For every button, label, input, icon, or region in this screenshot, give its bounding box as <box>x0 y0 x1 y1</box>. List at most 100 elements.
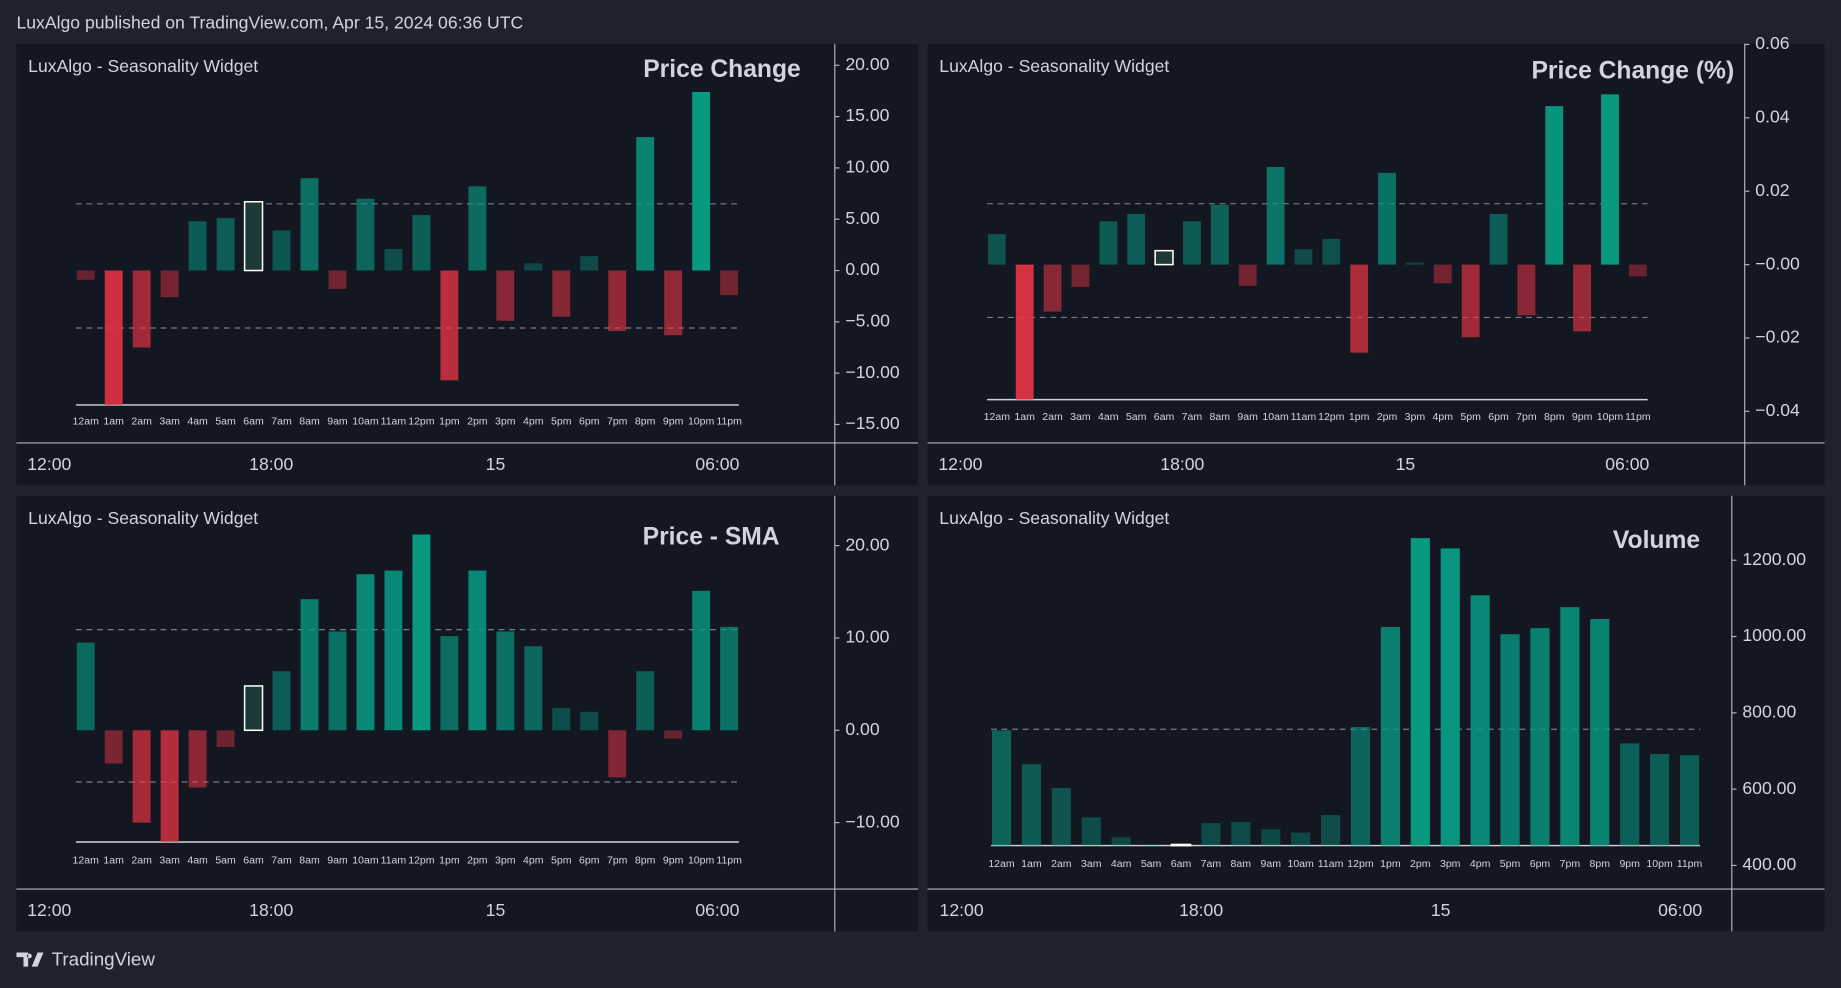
hour-label: 9pm <box>663 416 684 428</box>
bar <box>1530 628 1550 846</box>
hour-label: 8pm <box>635 855 656 867</box>
hour-label: 1am <box>1014 411 1035 423</box>
bar <box>243 201 264 272</box>
hour-label: 9am <box>327 855 348 867</box>
hour-label: 4am <box>1111 858 1132 870</box>
hour-label: 10pm <box>688 855 715 867</box>
hour-label: 7pm <box>1560 858 1581 870</box>
bar <box>468 570 487 731</box>
hour-label: 5am <box>1126 411 1147 423</box>
bar <box>552 708 571 731</box>
bar <box>1071 264 1090 287</box>
bar <box>132 730 151 823</box>
y-tick-label: 0.00 <box>845 259 879 279</box>
y-tick-label: 5.00 <box>845 208 879 228</box>
time-label: 06:00 <box>695 454 739 474</box>
chart-title: Price Change (%) <box>1532 57 1735 84</box>
panel-background <box>927 495 1825 932</box>
bar <box>1015 264 1034 400</box>
time-label: 15 <box>486 900 506 920</box>
bar <box>1350 726 1371 846</box>
bar <box>1560 607 1580 846</box>
y-tick-label: 0.00 <box>845 719 879 739</box>
bar <box>1231 821 1251 846</box>
hour-label: 7am <box>271 855 292 867</box>
hour-label: 3am <box>159 416 180 428</box>
bar <box>160 270 179 298</box>
time-label: 06:00 <box>1605 454 1649 474</box>
hour-label: 8pm <box>1544 411 1565 423</box>
bar <box>580 711 599 731</box>
widget-title: LuxAlgo - Seasonality Widget <box>28 508 258 528</box>
time-label: 12:00 <box>940 900 984 920</box>
hour-label: 10am <box>352 416 379 428</box>
bar <box>216 218 235 271</box>
hour-label: 7pm <box>607 855 628 867</box>
time-label: 15 <box>1431 900 1451 920</box>
hour-label: 8am <box>1231 858 1252 870</box>
hour-label: 7am <box>271 416 292 428</box>
hour-label: 10am <box>1287 858 1314 870</box>
hour-label: 10pm <box>1646 858 1673 870</box>
bar <box>496 631 515 731</box>
bar <box>384 570 403 731</box>
tradingview-logo: TradingView <box>16 949 155 970</box>
bar <box>720 626 739 731</box>
hour-label: 4am <box>1098 411 1119 423</box>
panel: LuxAlgo - Seasonality Widget Volume 1200.0… <box>927 495 1825 932</box>
hour-label: 8am <box>299 416 320 428</box>
bar <box>1489 213 1508 265</box>
bar <box>1573 264 1592 332</box>
hour-label: 3am <box>159 855 180 867</box>
hour-label: 1pm <box>1380 858 1401 870</box>
hour-label: 5pm <box>1500 858 1521 870</box>
hour-label: 6pm <box>1488 411 1509 423</box>
hour-label: 1pm <box>1349 411 1370 423</box>
hour-label: 12pm <box>1347 858 1374 870</box>
hour-label: 1am <box>1021 858 1042 870</box>
time-label: 12:00 <box>938 454 982 474</box>
widget-title: LuxAlgo - Seasonality Widget <box>939 508 1169 528</box>
hour-label: 4pm <box>523 416 544 428</box>
bar <box>1461 264 1480 338</box>
bar <box>1141 845 1161 847</box>
y-tick-label: −0.04 <box>1755 400 1800 420</box>
chart-title: Price - SMA <box>643 524 780 551</box>
hour-label: 2pm <box>1410 858 1431 870</box>
time-label: 18:00 <box>1179 900 1223 920</box>
bar <box>1433 264 1452 284</box>
bar <box>1628 264 1647 277</box>
bar <box>440 270 459 381</box>
hour-label: 9am <box>327 416 348 428</box>
bar <box>1291 832 1311 846</box>
hour-label: 3pm <box>1440 858 1461 870</box>
hour-label: 9am <box>1260 858 1281 870</box>
bar <box>1380 626 1400 846</box>
bar <box>1099 221 1118 265</box>
bar <box>692 91 711 271</box>
bar <box>987 234 1006 265</box>
bar <box>468 186 487 271</box>
bar <box>384 248 403 271</box>
hour-label: 5am <box>1141 858 1162 870</box>
panel: LuxAlgo - Seasonality Widget Price Change… <box>927 33 1825 486</box>
widget-title: LuxAlgo - Seasonality Widget <box>939 56 1169 76</box>
hour-label: 2am <box>1051 858 1072 870</box>
bar <box>188 730 207 788</box>
hour-label: 12pm <box>1318 411 1345 423</box>
hour-label: 10pm <box>688 416 715 428</box>
hour-label: 8am <box>1210 411 1231 423</box>
bar <box>692 590 711 731</box>
y-tick-label: 600.00 <box>1742 778 1796 798</box>
bar <box>300 178 319 271</box>
bar <box>1590 618 1610 846</box>
hour-label: 11pm <box>716 855 742 867</box>
hour-label: 5pm <box>551 855 572 867</box>
chart-title: Price Change <box>643 56 800 83</box>
bar <box>1294 249 1313 265</box>
panel: LuxAlgo - Seasonality Widget Price - SMA 2… <box>16 495 919 932</box>
hour-label: 6am <box>243 416 264 428</box>
bar <box>1043 264 1062 312</box>
hour-label: 5am <box>215 855 236 867</box>
hour-label: 10am <box>1262 411 1289 423</box>
